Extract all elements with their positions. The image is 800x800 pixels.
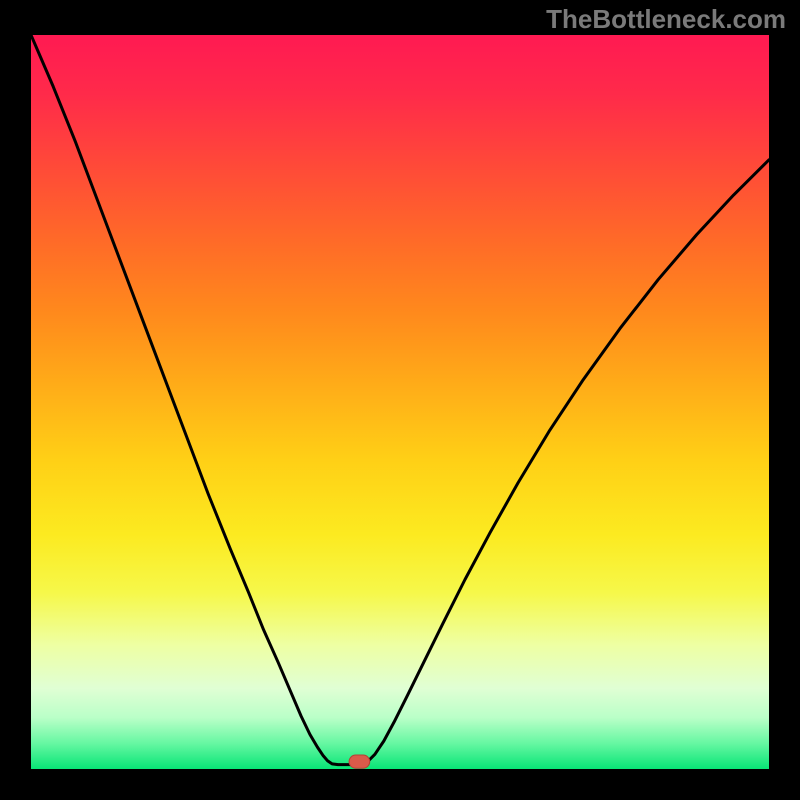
chart-background: [31, 35, 769, 769]
bottleneck-chart: [31, 35, 769, 769]
optimal-point-marker: [349, 755, 370, 768]
watermark-text: TheBottleneck.com: [546, 4, 786, 35]
